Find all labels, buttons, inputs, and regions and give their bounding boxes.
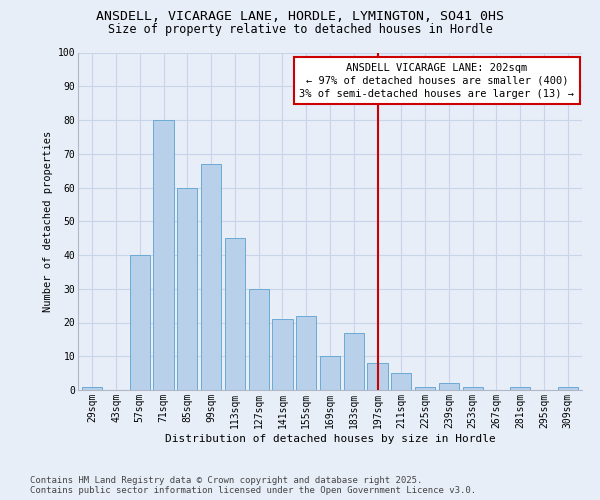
X-axis label: Distribution of detached houses by size in Hordle: Distribution of detached houses by size …	[164, 434, 496, 444]
Bar	[463, 386, 483, 390]
Text: ANSDELL VICARAGE LANE: 202sqm
← 97% of detached houses are smaller (400)
3% of s: ANSDELL VICARAGE LANE: 202sqm ← 97% of d…	[299, 62, 574, 99]
Bar	[201, 164, 221, 390]
Bar	[557, 386, 578, 390]
Bar	[225, 238, 245, 390]
Bar	[510, 386, 530, 390]
Bar	[82, 386, 103, 390]
Bar	[415, 386, 435, 390]
Text: ANSDELL, VICARAGE LANE, HORDLE, LYMINGTON, SO41 0HS: ANSDELL, VICARAGE LANE, HORDLE, LYMINGTO…	[96, 10, 504, 23]
Bar	[439, 383, 459, 390]
Bar	[320, 356, 340, 390]
Bar	[248, 289, 269, 390]
Bar	[344, 332, 364, 390]
Text: Contains HM Land Registry data © Crown copyright and database right 2025.
Contai: Contains HM Land Registry data © Crown c…	[30, 476, 476, 495]
Y-axis label: Number of detached properties: Number of detached properties	[43, 130, 53, 312]
Bar	[154, 120, 173, 390]
Bar	[391, 373, 412, 390]
Bar	[130, 255, 150, 390]
Bar	[177, 188, 197, 390]
Bar	[272, 319, 293, 390]
Bar	[296, 316, 316, 390]
Text: Size of property relative to detached houses in Hordle: Size of property relative to detached ho…	[107, 22, 493, 36]
Bar	[367, 363, 388, 390]
